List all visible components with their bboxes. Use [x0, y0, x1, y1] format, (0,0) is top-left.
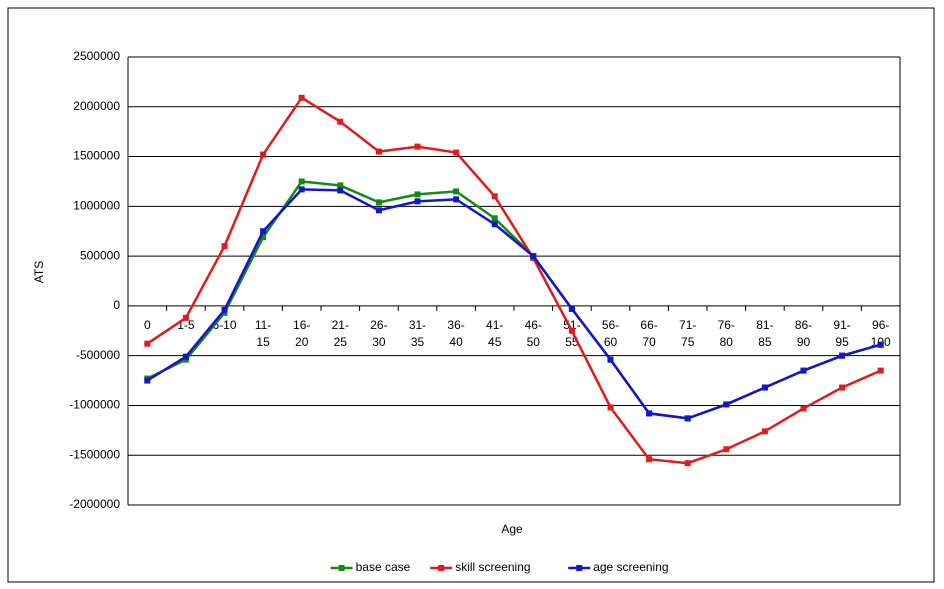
- y-tick-label: 0: [113, 298, 120, 312]
- point-marker: [607, 404, 614, 411]
- x-tick-label: 81-85: [756, 318, 773, 349]
- point-marker: [260, 151, 267, 158]
- x-tick-label: 91-95: [833, 318, 850, 349]
- point-marker: [723, 446, 730, 453]
- y-tick-label: -1500000: [69, 447, 120, 461]
- x-tick-label: 46-50: [525, 318, 542, 349]
- point-marker: [800, 367, 807, 374]
- x-tick-label: 0: [144, 318, 151, 332]
- point-marker: [453, 188, 460, 195]
- point-marker: [337, 182, 344, 189]
- y-tick-label: -2000000: [69, 497, 120, 511]
- point-marker: [646, 410, 653, 417]
- y-tick-label: 500000: [80, 248, 120, 262]
- point-marker: [530, 253, 537, 260]
- x-tick-label: 41-45: [486, 318, 503, 349]
- point-marker: [491, 215, 498, 222]
- point-marker: [375, 148, 382, 155]
- point-marker: [684, 415, 691, 422]
- legend-marker: [576, 565, 583, 571]
- point-marker: [684, 460, 691, 467]
- point-marker: [144, 340, 151, 347]
- point-marker: [491, 193, 498, 200]
- point-marker: [298, 94, 305, 101]
- x-tick-label: 66-70: [640, 318, 657, 349]
- point-marker: [221, 306, 228, 313]
- x-tick-label: 31-35: [409, 318, 426, 349]
- point-marker: [337, 118, 344, 125]
- point-marker: [568, 305, 575, 312]
- y-tick-label: 2000000: [73, 99, 120, 113]
- x-tick-label: 11-15: [255, 318, 271, 349]
- point-marker: [375, 199, 382, 206]
- point-marker: [877, 367, 884, 374]
- point-marker: [839, 384, 846, 391]
- point-marker: [298, 186, 305, 193]
- legend-marker: [438, 565, 445, 571]
- point-marker: [337, 187, 344, 194]
- y-axis-label: ATS: [32, 261, 46, 283]
- y-tick-label: 1500000: [73, 149, 120, 163]
- y-tick-label: -1000000: [69, 398, 120, 412]
- x-axis-label: Age: [501, 522, 523, 536]
- x-tick-label: 71-75: [679, 318, 696, 349]
- point-marker: [453, 149, 460, 156]
- point-marker: [839, 352, 846, 359]
- point-marker: [144, 377, 151, 384]
- x-tick-label: 21-25: [332, 318, 349, 349]
- point-marker: [761, 384, 768, 391]
- y-tick-label: 2500000: [73, 49, 120, 63]
- legend-label: base case: [356, 560, 411, 574]
- point-marker: [375, 207, 382, 214]
- point-marker: [414, 191, 421, 198]
- series-line: [146, 188, 882, 420]
- point-marker: [260, 234, 267, 241]
- point-marker: [568, 327, 575, 334]
- point-marker: [800, 405, 807, 412]
- point-marker: [761, 428, 768, 435]
- point-marker: [221, 243, 228, 250]
- legend-marker: [338, 565, 345, 571]
- point-marker: [646, 456, 653, 463]
- point-marker: [491, 221, 498, 228]
- point-marker: [260, 228, 267, 235]
- point-marker: [298, 178, 305, 185]
- x-tick-label: 76-80: [718, 318, 735, 349]
- point-marker: [877, 341, 884, 348]
- x-tick-label: 56-60: [602, 318, 619, 349]
- point-marker: [414, 198, 421, 205]
- point-marker: [607, 356, 614, 363]
- point-marker: [182, 353, 189, 360]
- legend-label: age screening: [593, 560, 668, 574]
- y-tick-label: 1000000: [73, 199, 120, 213]
- point-marker: [182, 314, 189, 321]
- point-marker: [453, 196, 460, 203]
- x-tick-label: 16-20: [293, 318, 310, 349]
- y-tick-label: -500000: [76, 348, 120, 362]
- series-line: [146, 96, 882, 465]
- x-tick-label: 86-90: [795, 318, 812, 349]
- x-tick-label: 36-40: [447, 318, 464, 349]
- chart-border: [7, 7, 935, 583]
- point-marker: [414, 143, 421, 150]
- legend-label: skill screening: [455, 560, 530, 574]
- x-tick-label: 26-30: [370, 318, 387, 349]
- point-marker: [723, 401, 730, 408]
